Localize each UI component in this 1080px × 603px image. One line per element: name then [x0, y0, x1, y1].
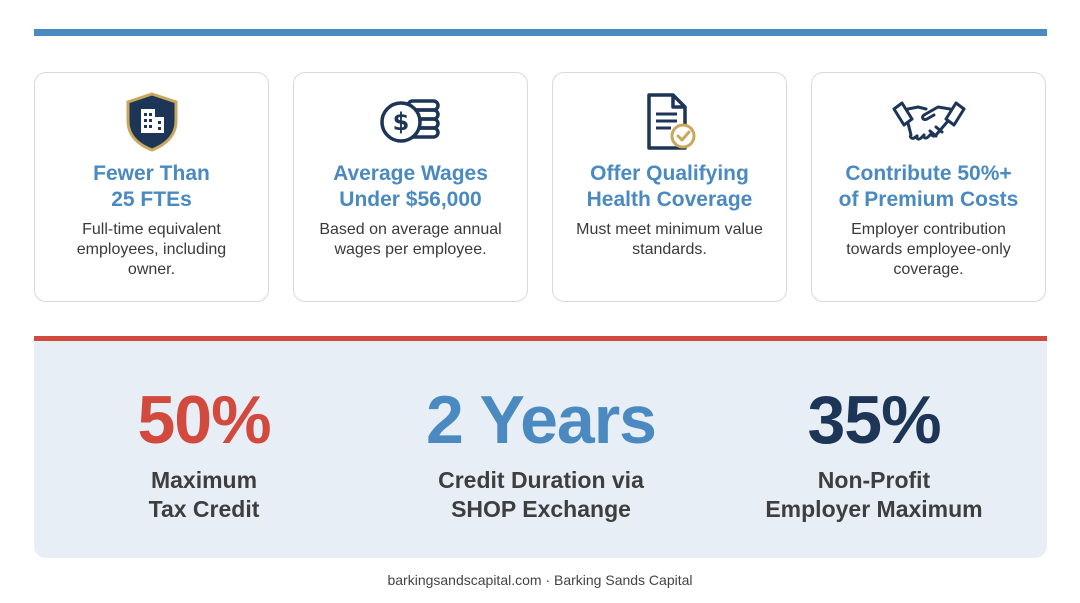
stat-value: 2 Years: [425, 382, 657, 458]
criteria-title: Average Wages Under $56,000: [333, 162, 488, 211]
stat-max-credit: 50% Maximum Tax Credit: [34, 380, 374, 524]
red-divider: [34, 336, 1047, 341]
coins-dollar-icon: $: [294, 89, 527, 155]
criteria-description: Full-time equivalent employees, includin…: [76, 221, 227, 278]
criteria-card-ftes: Fewer Than 25 FTEs Full-time equivalent …: [34, 72, 269, 302]
stat-label: Credit Duration via SHOP Exchange: [438, 467, 644, 522]
criteria-title: Contribute 50%+ of Premium Costs: [838, 162, 1019, 211]
criteria-title: Fewer Than 25 FTEs: [93, 162, 210, 211]
criteria-card-coverage: Offer Qualifying Health Coverage Must me…: [552, 72, 787, 302]
footer-credit: barkingsandscapital.com · Barking Sands …: [387, 572, 693, 588]
criteria-title: Offer Qualifying Health Coverage: [586, 162, 753, 211]
criteria-description: Must meet minimum value standards.: [576, 221, 763, 258]
stat-nonprofit-max: 35% Non-Profit Employer Maximum: [704, 380, 1044, 524]
shield-building-icon: [35, 89, 268, 155]
document-check-icon: [553, 89, 786, 155]
criteria-card-wages: $ Average Wages Under $56,000 Based on a…: [293, 72, 528, 302]
criteria-cards: Fewer Than 25 FTEs Full-time equivalent …: [34, 72, 1047, 302]
stat-value: 35%: [807, 382, 941, 458]
stat-credit-duration: 2 Years Credit Duration via SHOP Exchang…: [371, 380, 711, 524]
top-accent-bar: [34, 29, 1047, 36]
stat-label: Maximum Tax Credit: [148, 467, 260, 522]
stat-label: Non-Profit Employer Maximum: [765, 467, 983, 522]
stat-value: 50%: [137, 382, 271, 458]
criteria-description: Based on average annual wages per employ…: [319, 221, 502, 258]
svg-text:$: $: [392, 108, 409, 136]
stats-panel: 50% Maximum Tax Credit 2 Years Credit Du…: [34, 336, 1047, 558]
criteria-description: Employer contribution towards employee-o…: [846, 221, 1011, 278]
handshake-icon: [812, 89, 1045, 155]
criteria-card-premium: Contribute 50%+ of Premium Costs Employe…: [811, 72, 1046, 302]
